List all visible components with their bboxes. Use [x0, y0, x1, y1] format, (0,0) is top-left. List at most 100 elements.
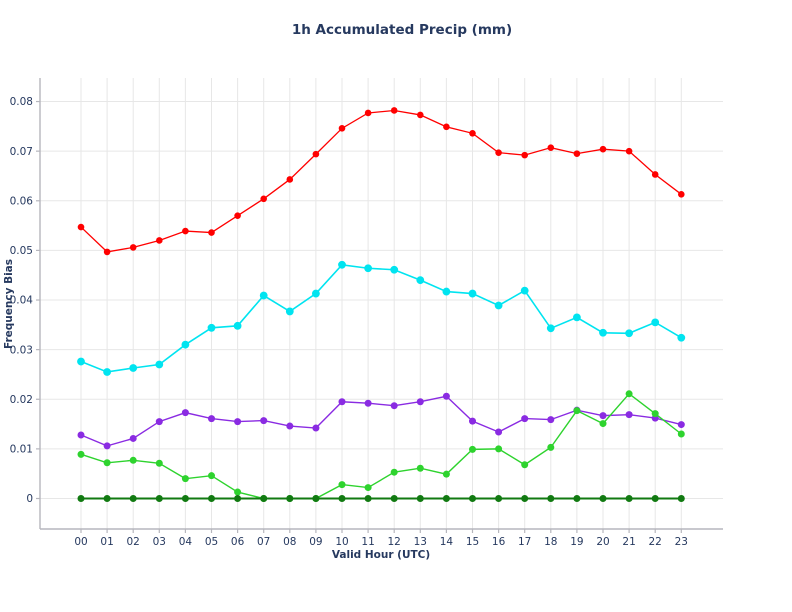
data-point: [599, 412, 607, 420]
data-point: [103, 442, 111, 450]
data-point: [521, 461, 529, 469]
chart-title: 1h Accumulated Precip (mm): [292, 22, 512, 38]
data-point: [234, 488, 242, 496]
data-point: [494, 301, 503, 310]
data-point: [442, 392, 450, 400]
data-point: [234, 212, 241, 219]
y-tick-label: 0.02: [10, 394, 33, 406]
series-line: [80, 392, 682, 500]
x-tick-label: 17: [518, 536, 531, 548]
y-axis-label: Frequency Bias: [3, 259, 15, 349]
axis-ticks: [36, 100, 682, 533]
data-point: [103, 459, 111, 467]
data-point: [77, 450, 85, 458]
data-point: [129, 364, 138, 372]
x-tick-label: 22: [649, 536, 662, 548]
x-tick-label: 12: [388, 536, 401, 548]
data-point: [625, 495, 633, 502]
x-tick-label: 04: [179, 536, 193, 548]
series-line: [80, 109, 682, 253]
x-tick-label: 19: [570, 536, 583, 548]
y-tick-label: 0.04: [10, 295, 34, 307]
x-axis-label: Valid Hour (UTC): [332, 549, 430, 561]
data-point: [285, 307, 294, 316]
series-purple: [77, 392, 685, 450]
data-point: [129, 456, 137, 464]
data-point: [625, 411, 633, 419]
data-point: [416, 495, 424, 502]
data-point: [338, 398, 346, 406]
series-dark-green: [77, 495, 685, 502]
data-point: [625, 390, 633, 398]
data-point: [364, 399, 372, 407]
data-point: [260, 195, 268, 203]
data-point: [625, 329, 633, 338]
data-point: [286, 495, 294, 502]
x-tick-label: 00: [74, 536, 87, 548]
data-point: [416, 398, 424, 406]
data-point: [521, 495, 529, 502]
x-tick-label: 14: [440, 536, 454, 548]
data-point: [442, 287, 451, 296]
data-point: [208, 472, 215, 480]
data-point: [573, 407, 581, 415]
axis-spines: [39, 78, 723, 530]
data-point: [260, 417, 268, 425]
data-point: [599, 420, 607, 428]
data-point: [208, 415, 215, 423]
data-point: [599, 328, 607, 337]
data-point: [599, 145, 607, 153]
x-tick-label: 09: [309, 536, 322, 548]
data-point: [547, 416, 555, 424]
data-point: [495, 495, 503, 502]
data-point: [208, 229, 215, 236]
x-tick-label: 08: [283, 536, 296, 548]
x-tick-label: 15: [466, 536, 479, 548]
data-point: [547, 443, 555, 451]
data-point: [469, 495, 476, 502]
data-point: [156, 237, 163, 244]
data-point: [469, 129, 476, 137]
data-point: [547, 495, 555, 502]
data-point: [338, 495, 346, 502]
series-green: [77, 390, 685, 502]
data-point: [547, 144, 555, 151]
x-tick-label: 05: [205, 536, 218, 548]
series-group: [77, 107, 686, 502]
data-point: [364, 495, 372, 502]
y-tick-label: 0: [26, 493, 33, 505]
x-tick-label: 03: [153, 536, 166, 548]
y-tick-label: 0.03: [10, 344, 33, 356]
data-point: [260, 495, 268, 502]
data-point: [129, 495, 137, 502]
data-point: [312, 495, 320, 502]
data-point: [390, 265, 399, 274]
data-point: [338, 481, 346, 489]
data-point: [678, 191, 685, 198]
data-point: [520, 286, 529, 295]
data-point: [390, 468, 398, 476]
data-point: [495, 149, 502, 156]
data-point: [181, 495, 189, 502]
data-point: [390, 402, 398, 410]
x-tick-label: 20: [596, 536, 609, 548]
x-tick-labels: 00 01 02 03 04 05 06 07 08 09 10 11 12 13 14 15 16 17 18 19…: [74, 536, 688, 548]
data-point: [364, 484, 372, 492]
series-red: [77, 107, 685, 256]
data-point: [208, 495, 215, 502]
y-tick-label: 0.01: [10, 444, 33, 456]
data-point: [338, 125, 346, 132]
data-point: [468, 289, 477, 298]
data-point: [443, 123, 450, 131]
data-point: [312, 289, 320, 298]
data-point: [546, 324, 555, 333]
data-point: [390, 495, 398, 502]
data-point: [312, 424, 320, 432]
data-point: [312, 150, 320, 158]
data-point: [417, 111, 424, 119]
data-point: [338, 260, 346, 269]
data-point: [234, 418, 242, 426]
x-tick-label: 10: [335, 536, 348, 548]
